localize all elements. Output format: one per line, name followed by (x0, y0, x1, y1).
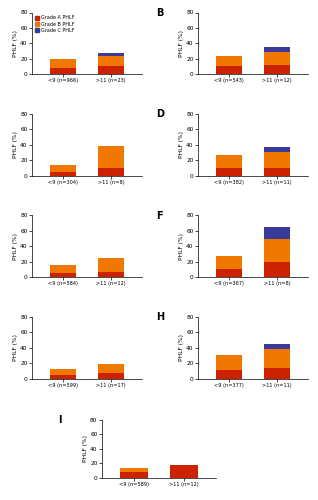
Bar (121, 468, 148, 472)
Bar (170, 466, 197, 477)
Bar (216, 168, 242, 175)
Bar (216, 154, 242, 168)
Y-axis label: PHLF (%): PHLF (%) (83, 435, 88, 462)
Bar (264, 368, 290, 378)
Bar (98, 373, 124, 378)
Bar (98, 146, 124, 168)
Bar (264, 147, 290, 152)
Bar (216, 256, 242, 270)
Y-axis label: PHLF (%): PHLF (%) (179, 132, 184, 158)
Bar (216, 370, 242, 378)
Bar (264, 238, 290, 262)
Legend: Grade A PHLF, Grade B PHLF, Grade C PHLF: Grade A PHLF, Grade B PHLF, Grade C PHLF (34, 15, 75, 34)
Bar (50, 368, 76, 374)
Text: F: F (156, 210, 162, 220)
Bar (50, 374, 76, 378)
Bar (98, 272, 124, 277)
Bar (98, 364, 124, 373)
Bar (50, 172, 76, 176)
Bar (98, 258, 124, 272)
Bar (216, 66, 242, 74)
Bar (264, 350, 290, 368)
Bar (50, 164, 76, 172)
Bar (264, 344, 290, 350)
Bar (50, 58, 76, 68)
Bar (264, 47, 290, 52)
Y-axis label: PHLF (%): PHLF (%) (179, 30, 184, 57)
Y-axis label: PHLF (%): PHLF (%) (179, 233, 184, 260)
Text: D: D (156, 109, 164, 119)
Bar (216, 356, 242, 370)
Bar (98, 56, 124, 66)
Text: I: I (58, 416, 62, 426)
Bar (216, 270, 242, 277)
Bar (121, 472, 148, 478)
Text: H: H (156, 312, 164, 322)
Bar (98, 168, 124, 175)
Bar (98, 54, 124, 56)
Bar (264, 168, 290, 175)
Bar (216, 56, 242, 66)
Bar (50, 273, 76, 277)
Bar (264, 65, 290, 74)
Bar (264, 262, 290, 277)
Bar (264, 52, 290, 65)
Y-axis label: PHLF (%): PHLF (%) (13, 233, 18, 260)
Bar (50, 68, 76, 74)
Y-axis label: PHLF (%): PHLF (%) (13, 30, 18, 57)
Y-axis label: PHLF (%): PHLF (%) (179, 334, 184, 361)
Bar (50, 264, 76, 273)
Text: B: B (156, 8, 163, 18)
Y-axis label: PHLF (%): PHLF (%) (13, 132, 18, 158)
Bar (264, 152, 290, 168)
Y-axis label: PHLF (%): PHLF (%) (13, 334, 18, 361)
Bar (264, 227, 290, 238)
Bar (98, 66, 124, 74)
